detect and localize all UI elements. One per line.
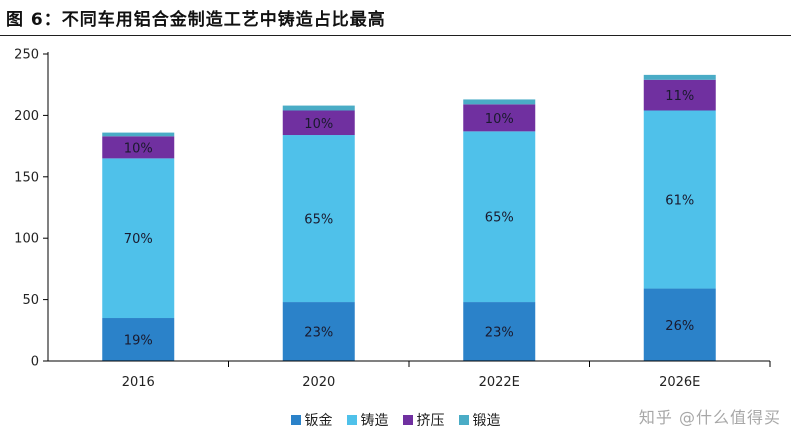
data-label-extrusion: 10%	[485, 112, 514, 127]
bar-casting-2020	[282, 135, 355, 303]
stacked-bar-chart: 0 50 100 150 200 250 19% 70% 10% 2016 23% 65% 10% 202…	[14, 48, 771, 390]
legend-item-extrusion: 挤压	[402, 410, 445, 430]
data-label-extrusion: 11%	[665, 89, 694, 104]
legend-label-forging: 锻造	[472, 413, 501, 429]
bar-extrusion-2020	[282, 110, 355, 136]
legend-label-extrusion: 挤压	[416, 413, 445, 429]
figure-title-bar: 图 6：不同车用铝合金制造工艺中铸造占比最高	[0, 0, 791, 36]
data-label-sheet-metal: 26%	[665, 319, 694, 334]
bar-extrusion-2016	[102, 136, 175, 159]
x-tick-label: 2026E	[659, 375, 700, 390]
chart-legend: 钣金 铸造 挤压 锻造	[0, 408, 791, 432]
y-tick-label: 50	[22, 293, 39, 308]
data-label-sheet-metal: 23%	[304, 326, 333, 341]
bar-extrusion-2026e	[643, 79, 716, 111]
bar-casting-2022e	[463, 131, 536, 303]
data-label-sheet-metal: 19%	[124, 334, 153, 349]
bar-forging-2022e	[463, 99, 536, 105]
data-label-casting: 61%	[665, 194, 694, 209]
data-label-sheet-metal: 23%	[485, 326, 514, 341]
bar-casting-2026e	[643, 110, 716, 289]
legend-swatch-forging	[458, 415, 469, 425]
bar-sheet-metal-2020	[282, 302, 355, 361]
bar-casting-2016	[102, 158, 175, 319]
bar-forging-2016	[102, 132, 175, 137]
bar-sheet-metal-2022e	[463, 302, 536, 361]
y-tick-label: 250	[14, 48, 39, 63]
bar-extrusion-2022e	[463, 104, 536, 132]
legend-swatch-sheet-metal	[290, 415, 301, 425]
bar-forging-2020	[282, 105, 355, 111]
legend-item-casting: 铸造	[346, 410, 389, 430]
data-label-extrusion: 10%	[124, 141, 153, 156]
data-label-casting: 70%	[124, 232, 153, 247]
bar-forging-2026e	[643, 74, 716, 80]
x-tick-label: 2022E	[479, 375, 520, 390]
x-tick-label: 2016	[122, 375, 155, 390]
data-label-extrusion: 10%	[304, 117, 333, 132]
legend-swatch-casting	[346, 415, 357, 425]
watermark: 知乎 @什么值得买	[638, 408, 781, 427]
data-label-casting: 65%	[485, 211, 514, 226]
legend-label-casting: 铸造	[360, 413, 389, 429]
y-tick-label: 150	[14, 170, 39, 185]
legend-label-sheet-metal: 钣金	[304, 413, 333, 429]
bar-sheet-metal-2026e	[643, 288, 716, 361]
y-tick-label: 200	[14, 109, 39, 124]
bar-sheet-metal-2016	[102, 318, 175, 361]
x-tick-label: 2020	[302, 375, 335, 390]
data-label-casting: 65%	[304, 213, 333, 228]
legend-item-sheet-metal: 钣金	[290, 410, 333, 430]
legend-swatch-extrusion	[402, 415, 413, 425]
legend-item-forging: 锻造	[458, 410, 501, 430]
y-tick-label: 100	[14, 232, 39, 247]
figure-title: 图 6：不同车用铝合金制造工艺中铸造占比最高	[6, 10, 386, 30]
y-tick-label: 0	[31, 355, 39, 370]
